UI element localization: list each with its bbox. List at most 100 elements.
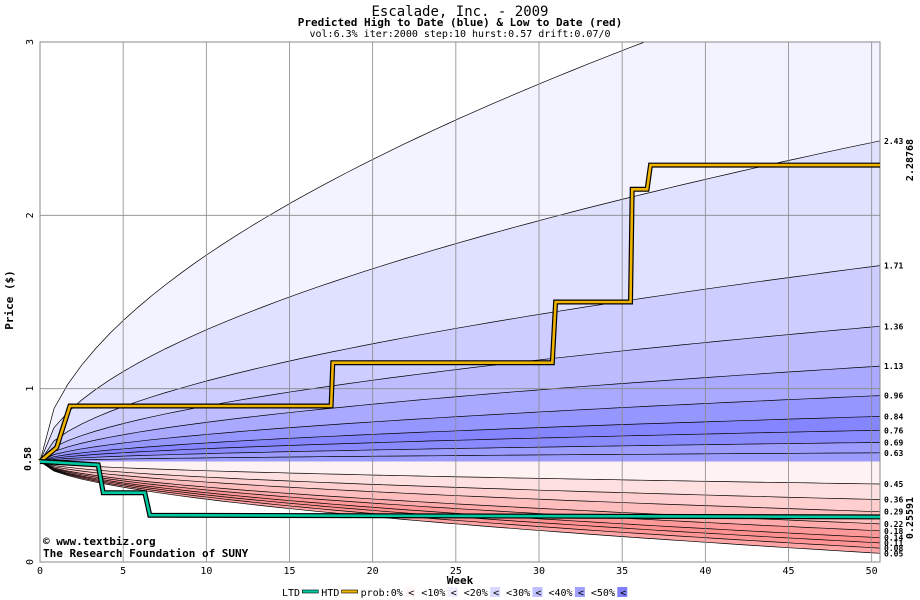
- y-tick-label: 2: [25, 212, 36, 218]
- low-band: [40, 461, 880, 543]
- high-band: [40, 442, 880, 462]
- x-tick-label: 45: [782, 566, 794, 577]
- y-axis-label: Price ($): [3, 270, 16, 330]
- quantile-curve: [40, 461, 880, 500]
- low-band: [40, 461, 880, 512]
- quantile-curve: [40, 429, 880, 462]
- quantile-end-label: 0.18: [884, 527, 903, 536]
- low-band: [40, 461, 880, 554]
- low-band: [40, 461, 880, 531]
- series-ltd-line: [39, 460, 881, 519]
- low-band: [40, 461, 880, 549]
- x-tick-label: 50: [866, 566, 878, 577]
- quantile-end-label: 1.36: [884, 322, 903, 331]
- x-tick-label: 15: [283, 566, 295, 577]
- high-band: [40, 326, 880, 462]
- quantile-end-label: 0.45: [884, 480, 903, 489]
- legend-separator: <: [536, 588, 542, 599]
- high-band: [40, 430, 880, 462]
- x-tick-label: 30: [533, 566, 545, 577]
- quantile-end-label: 0.14: [884, 534, 903, 543]
- legend-label: LTD: [282, 588, 300, 599]
- start-value-label: 0.58: [23, 447, 34, 471]
- watermark-line-1: © www.textbiz.org: [43, 535, 156, 548]
- legend-separator: <: [408, 588, 414, 599]
- legend-label: <20%: [464, 588, 488, 599]
- series-lines: [38, 162, 881, 520]
- legend-label: <50%: [591, 588, 615, 599]
- legend-label: <10%: [421, 588, 445, 599]
- legend-separator: <: [620, 588, 626, 599]
- quantile-end-label: 1.71: [884, 262, 903, 271]
- legend-separator: <: [493, 588, 499, 599]
- legend-label: prob:0%: [361, 588, 403, 599]
- y-tick-label: 0: [25, 559, 36, 565]
- quantile-curve: [40, 461, 880, 549]
- legend-label: <40%: [549, 588, 573, 599]
- legend-swatch: [490, 587, 501, 597]
- legend-label: <30%: [506, 588, 530, 599]
- y-tick-labels: 0 1 2 3: [25, 39, 36, 565]
- quantile-curve: [40, 461, 880, 532]
- quantile-end-label: 0.96: [884, 392, 903, 401]
- ltd-final-label: 0.25591: [905, 497, 916, 539]
- y-tick-label: 3: [25, 39, 36, 45]
- legend: LTD HTD prob:0% < <10% < <20% < <30% < <40% < <50% <: [282, 587, 628, 599]
- low-band: [40, 461, 880, 484]
- quantile-end-label: 0.11: [884, 539, 903, 548]
- quantile-curve: [40, 395, 880, 462]
- plot-frame: [39, 41, 881, 563]
- low-band: [40, 461, 880, 524]
- x-tick-label: 10: [200, 566, 212, 577]
- quantile-end-label: 0.05: [884, 549, 903, 558]
- low-band: [40, 461, 880, 538]
- quantile-end-label: 0.69: [884, 438, 903, 447]
- quantile-curve: [40, 416, 880, 462]
- quantile-end-label: 0.36: [884, 496, 903, 505]
- probability-bands: [40, 42, 880, 554]
- x-tick-label: 35: [616, 566, 628, 577]
- quantile-end-label: 0.84: [884, 412, 903, 421]
- high-band: [40, 395, 880, 462]
- high-band: [40, 42, 880, 462]
- high-band: [40, 416, 880, 462]
- quantile-curve: [40, 140, 880, 462]
- watermark-line-2: The Research Foundation of SUNY: [43, 547, 249, 560]
- x-axis-label: Week: [447, 574, 474, 587]
- x-tick-labels: 0 5 10 15 20 25 30 35 40 45 50: [37, 566, 878, 577]
- x-tick-label: 0: [37, 566, 43, 577]
- legend-separator: <: [578, 588, 584, 599]
- quantile-curve: [40, 365, 880, 462]
- low-band: [40, 461, 880, 500]
- quantile-end-label: 0.22: [884, 520, 903, 529]
- x-tick-label: 5: [120, 566, 126, 577]
- htd-final-label: 2.28768: [905, 139, 916, 181]
- quantile-curve: [40, 442, 880, 462]
- legend-separator: <: [451, 588, 457, 599]
- x-tick-label: 25: [450, 566, 462, 577]
- quantile-end-labels: 2.43 1.71 1.36 1.13 0.96 0.84 0.76 0.69 0.63 0.45…: [884, 137, 903, 558]
- high-band: [40, 140, 880, 462]
- quantile-curve: [40, 461, 880, 513]
- quantile-end-label: 0.29: [884, 508, 903, 517]
- quantile-end-label: 0.63: [884, 449, 903, 458]
- legend-swatch: [574, 587, 585, 597]
- legend-swatch: [447, 587, 458, 597]
- legend-swatch: [405, 587, 416, 597]
- legend-swatch: [301, 589, 319, 594]
- quantile-end-label: 1.13: [884, 362, 903, 371]
- quantile-end-label: 2.43: [884, 137, 903, 146]
- chart-title: Escalade, Inc. - 2009: [371, 4, 548, 20]
- chart-subtitle: Predicted High to Date (blue) & Low to D…: [298, 16, 623, 29]
- high-band: [40, 452, 880, 462]
- quantile-end-label: 0.76: [884, 426, 903, 435]
- y-tick-label: 1: [25, 386, 36, 392]
- high-band: [40, 366, 880, 462]
- quantile-curve: [40, 461, 880, 554]
- quantile-curve: [40, 42, 646, 462]
- quantile-lines: [40, 42, 880, 554]
- legend-swatch: [341, 589, 358, 594]
- quantile-curve: [40, 325, 880, 462]
- x-tick-label: 40: [699, 566, 711, 577]
